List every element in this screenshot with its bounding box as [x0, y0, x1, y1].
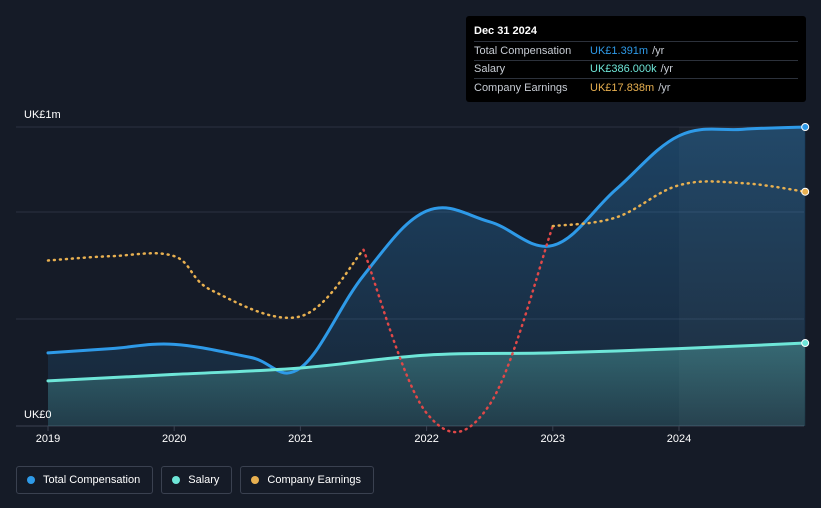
salary-line [46, 341, 807, 383]
legend-dot-icon [172, 476, 181, 484]
series-end-dots [801, 123, 810, 348]
company-earnings-line [551, 180, 807, 228]
x-tick-label: 2022 [414, 433, 438, 445]
tooltip-label: Company Earnings [474, 81, 568, 94]
tooltip-value: UK£386.000k [590, 63, 657, 76]
tooltip-unit: /yr [652, 44, 665, 57]
legend-label: Salary [188, 474, 220, 486]
y-tick-label: UK£1m [24, 109, 61, 121]
tooltip-row-earnings: Company Earnings UK£17.838m /yr [474, 78, 798, 97]
tooltip: Dec 31 2024 Total Compensation UK£1.391m… [466, 16, 806, 102]
chart-legend: Total Compensation Salary Company Earnin… [16, 466, 374, 494]
series-end-dot [801, 339, 810, 348]
legend-total-compensation[interactable]: Total Compensation [16, 466, 154, 494]
legend-label: Company Earnings [267, 474, 361, 486]
legend-salary[interactable]: Salary [161, 466, 233, 494]
series-end-dot [801, 123, 810, 131]
legend-dot-icon [251, 476, 260, 484]
series-end-dot [801, 187, 810, 196]
legend-dot-icon [27, 476, 35, 484]
x-tick-label: 2021 [288, 433, 312, 445]
tooltip-value: UK£1.391m [590, 44, 649, 57]
tooltip-label: Total Compensation [474, 44, 572, 57]
x-tick-label: 2023 [541, 433, 565, 445]
axis-labels: UK£1m UK£0 2019 2020 2021 2022 2023 2024 [24, 109, 691, 445]
series-lines [46, 125, 807, 434]
tooltip-value: UK£17.838m [590, 81, 655, 94]
legend-company-earnings[interactable]: Company Earnings [240, 466, 374, 494]
salary-area [48, 343, 806, 426]
x-tick-label: 2024 [667, 433, 691, 445]
tooltip-unit: /yr [660, 63, 673, 76]
tooltip-row-total: Total Compensation UK£1.391m /yr [474, 41, 798, 60]
x-tick-label: 2020 [162, 433, 186, 445]
series-areas [48, 127, 806, 426]
legend-label: Total Compensation [43, 474, 141, 486]
total-compensation-line [46, 125, 807, 375]
x-tick-label: 2019 [36, 433, 60, 445]
tooltip-unit: /yr [658, 81, 671, 94]
tooltip-label: Salary [474, 63, 506, 76]
tooltip-row-salary: Salary UK£386.000k /yr [474, 59, 798, 79]
company-earnings-line [46, 248, 365, 319]
tooltip-date: Dec 31 2024 [474, 25, 537, 37]
y-tick-label: UK£0 [24, 409, 52, 421]
